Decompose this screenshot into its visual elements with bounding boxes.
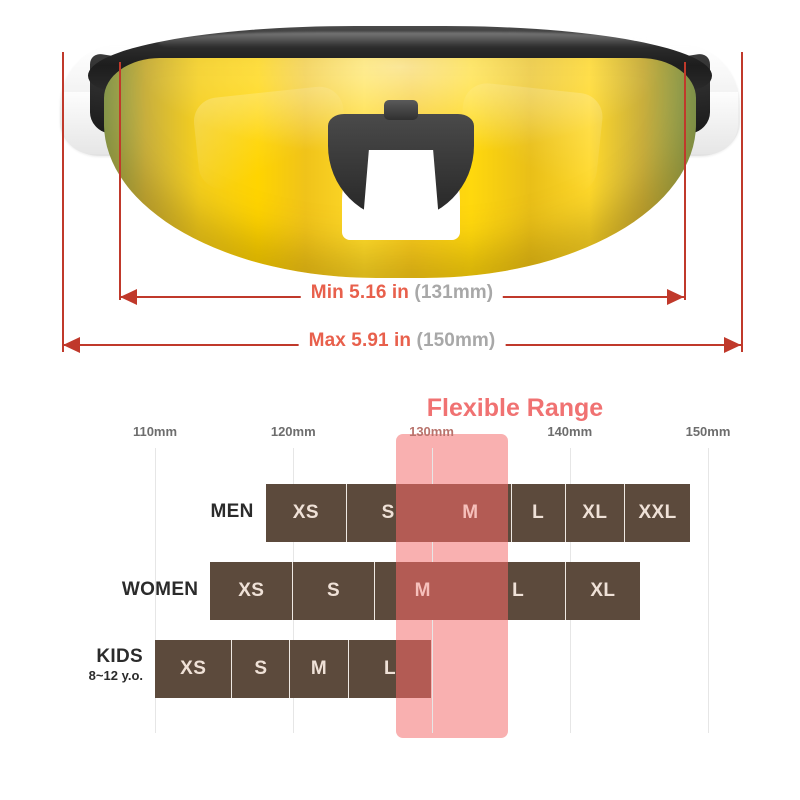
size-segment-women-xl[interactable]: XL (565, 562, 641, 620)
lens-sheen-right (455, 80, 605, 196)
size-bar-kids: XS S M L (155, 640, 432, 698)
dimension-max-label: Max 5.91 in (150mm) (298, 330, 506, 352)
dimension-min-mm: (131mm) (414, 282, 494, 303)
size-segment-label: XL (590, 580, 616, 601)
dimension-min-label: Min 5.16 in (131mm) (300, 282, 504, 304)
size-segment-women-s[interactable]: S (293, 562, 375, 620)
size-segment-kids-s[interactable]: S (232, 640, 291, 698)
gridline-110mm (155, 448, 156, 733)
size-segment-label: XS (292, 502, 319, 523)
chart-title: Flexible Range (426, 394, 604, 422)
axis-tick-label-150mm: 150mm (685, 424, 731, 439)
size-chart-panel: Flexible Range 110mm 120mm 130mm 140mm 150mm… (0, 380, 800, 800)
gridline-150mm (708, 448, 709, 733)
flexible-overlap-highlight (395, 562, 472, 620)
guide-line-min-right (684, 62, 686, 300)
dimension-max-inches: Max 5.91 in (308, 330, 412, 351)
size-bar-women: XS S M L XL (210, 562, 641, 620)
row-label-women: WOMEN (122, 579, 198, 600)
size-segment-men-m[interactable]: M (430, 484, 512, 542)
dimension-max: Max 5.91 in (150mm) (63, 330, 741, 357)
size-segment-label: L (532, 502, 545, 523)
row-label-main: WOMEN (121, 579, 199, 600)
arrow-right-icon (667, 289, 684, 305)
size-segment-label: S (254, 658, 268, 679)
size-segment-kids-xs[interactable]: XS (155, 640, 233, 698)
bridge-notch (384, 100, 418, 120)
size-segment-men-xl[interactable]: XL (565, 484, 626, 542)
size-segment-label: L (512, 580, 525, 601)
frame-gloss (158, 32, 658, 48)
row-label-main: MEN (210, 501, 254, 522)
size-segment-kids-l[interactable]: L (348, 640, 432, 698)
size-segment-men-xs[interactable]: XS (265, 484, 348, 542)
guide-line-max-right (741, 52, 743, 352)
dimension-max-mm: (150mm) (416, 330, 496, 351)
size-segment-label: M (310, 658, 328, 679)
row-label-sub: 8~12 y.o. (88, 668, 143, 684)
row-label-kids: KIDS 8~12 y.o. (89, 646, 143, 684)
arrow-left-icon (63, 337, 80, 353)
size-segment-kids-m[interactable]: M (290, 640, 349, 698)
dimension-min: Min 5.16 in (131mm) (120, 282, 684, 309)
axis-tick-label-130mm: 130mm (409, 424, 454, 439)
axis-tick-label-140mm: 140mm (547, 424, 593, 439)
guide-line-max-left (62, 52, 64, 352)
size-segment-men-l[interactable]: L (511, 484, 566, 542)
guide-line-min-left (119, 62, 121, 300)
size-segment-label: S (326, 580, 341, 601)
flexible-overlap-highlight (395, 484, 431, 542)
size-segment-women-l[interactable]: L (471, 562, 566, 620)
size-segment-label: L (384, 658, 397, 679)
size-segment-label: XXL (638, 502, 677, 523)
size-segment-label: S (381, 502, 395, 523)
axis-tick-label-110mm: 110mm (132, 424, 178, 439)
dimension-min-inches: Min 5.16 in (310, 282, 409, 303)
sunglasses-illustration (60, 18, 740, 280)
flexible-overlap-highlight (471, 562, 508, 620)
size-segment-men-s[interactable]: S (347, 484, 431, 542)
size-segment-women-xs[interactable]: XS (210, 562, 294, 620)
size-segment-men-xxl[interactable]: XXL (625, 484, 690, 542)
size-bar-men: XS S M L XL XXL (265, 484, 690, 542)
size-segment-women-m[interactable]: M (374, 562, 472, 620)
size-segment-label: M (414, 580, 431, 601)
size-segment-label: XL (582, 502, 608, 523)
arrow-right-icon (724, 337, 741, 353)
flexible-overlap-highlight (395, 640, 432, 698)
row-label-main: KIDS (96, 646, 143, 667)
product-photo-panel: Min 5.16 in (131mm) Max 5.91 in (150mm) (0, 0, 800, 380)
row-label-men: MEN (210, 501, 253, 522)
axis-tick-label-120mm: 120mm (270, 424, 316, 439)
size-segment-label: XS (238, 580, 265, 601)
size-segment-label: XS (180, 658, 207, 679)
lens-sheen-left (191, 84, 351, 192)
size-segment-label: M (462, 502, 479, 523)
arrow-left-icon (120, 289, 137, 305)
